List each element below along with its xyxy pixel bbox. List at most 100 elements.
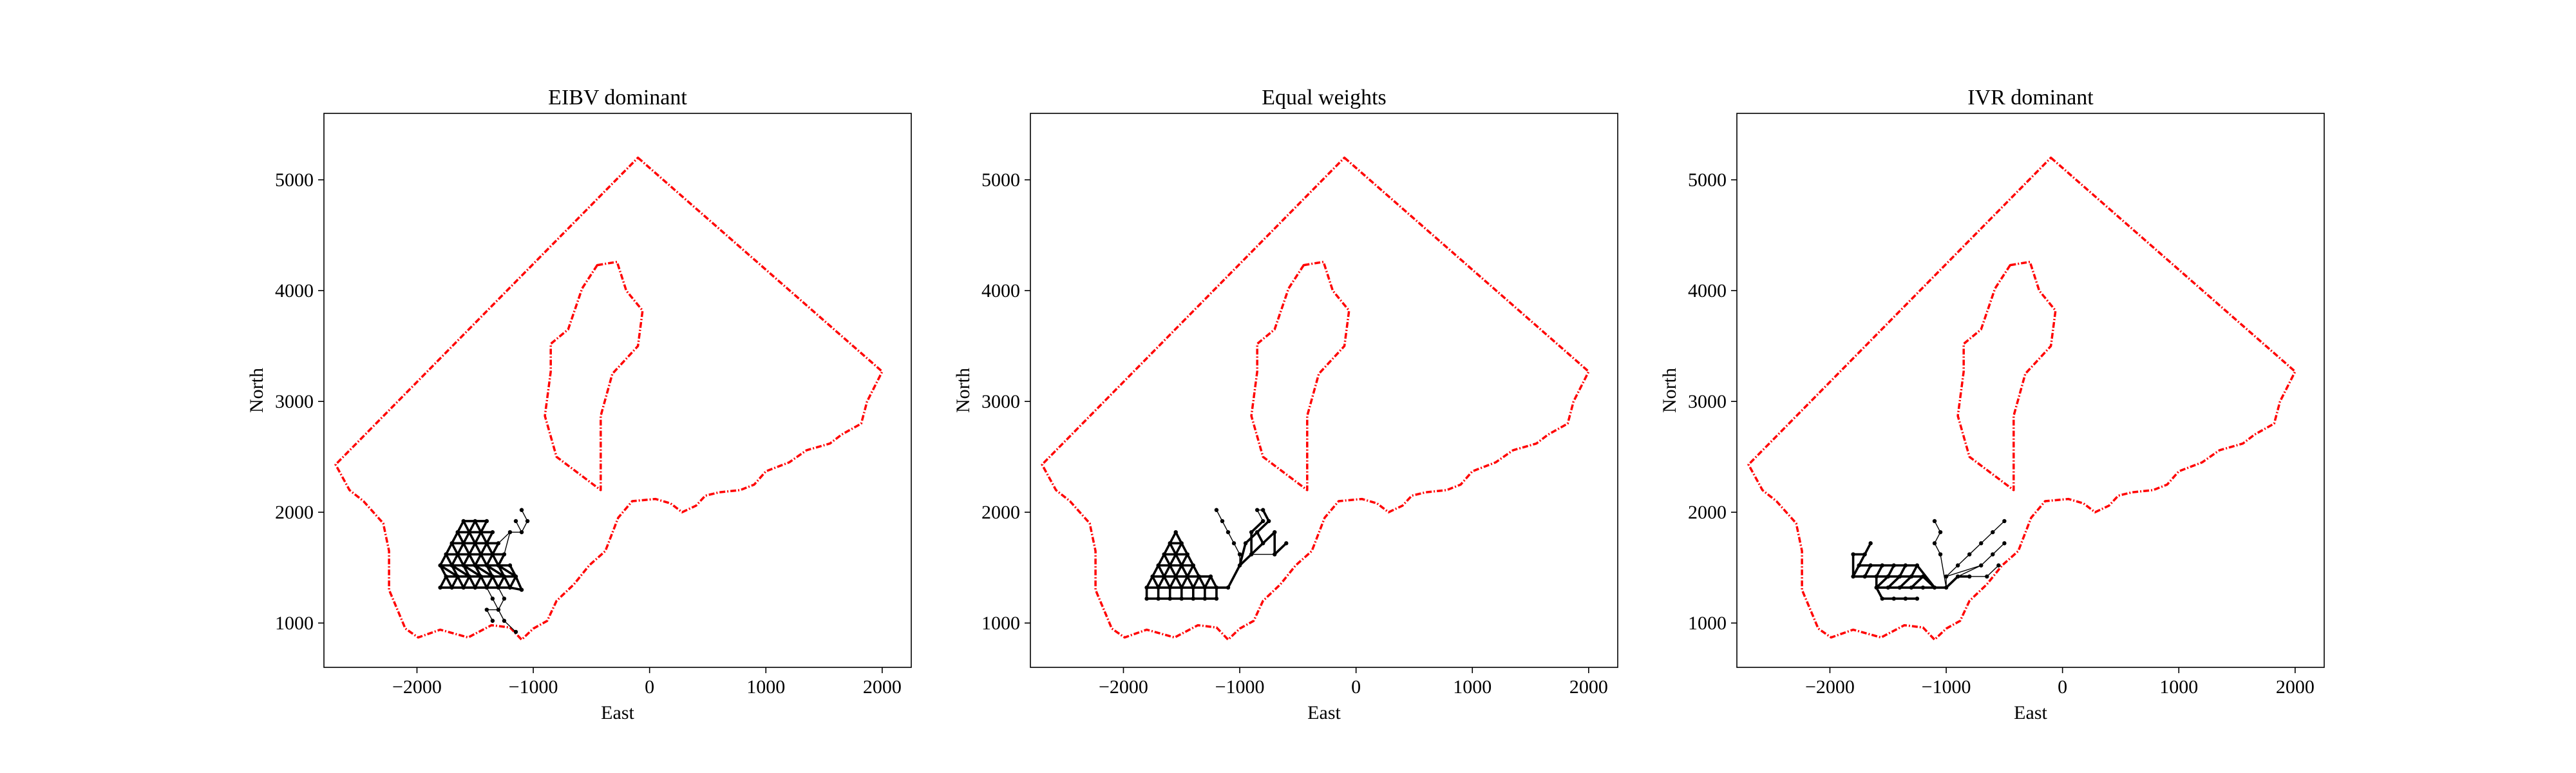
path-edge [1864,564,1872,577]
path-edge [474,564,493,578]
path-node [1260,541,1265,546]
path-edge [468,542,477,555]
path-edge-light [1222,520,1229,533]
path-node [478,574,484,579]
path-node [1915,596,1920,601]
path-edge [1175,553,1183,566]
path-edge-light [521,510,528,522]
path-node [1897,574,1902,579]
path-node [1202,585,1208,590]
path-edge [468,576,477,588]
path-node [1880,563,1884,568]
path-node [438,585,442,590]
path-node [1179,563,1184,568]
path-node [502,574,507,579]
path-edge [497,553,506,566]
path-node [1985,574,1989,579]
path-edge [474,542,482,555]
path-node [473,585,477,590]
path-node [1202,596,1208,601]
x-tick-label: 0 [1351,676,1361,698]
path-edge-light [1957,565,1982,577]
path-node [1220,519,1225,524]
path-node [1862,574,1867,579]
path-node [490,596,495,601]
path-node [473,563,477,568]
path-node [1208,574,1213,579]
y-tick-label: 3000 [275,391,314,412]
path-node [461,541,466,546]
path-edge [480,542,488,555]
outer-boundary-line [1747,157,2297,641]
chart-title: IVR dominant [1967,86,2094,110]
path-node [1979,541,1984,546]
path-edge [1250,520,1264,533]
path-edge [1151,564,1160,577]
path-node [1996,563,2001,568]
path-edge [1238,553,1253,567]
path-node [467,574,471,579]
path-node [467,530,471,535]
path-node [1150,574,1155,579]
path-edge [1186,576,1195,588]
path-edge [451,564,470,578]
x-tick-label: −1000 [1215,676,1265,698]
path-node [438,563,442,568]
path-node [502,596,507,601]
path-edge [486,542,494,555]
path-node [507,530,513,535]
y-axis-label: North [1659,368,1680,413]
path-node [1932,519,1937,524]
path-node [1932,585,1937,590]
path-edge [503,576,511,588]
path-edge-light [515,520,522,533]
path-node [490,618,495,623]
x-tick-label: −2000 [1099,676,1148,698]
path-node [1179,541,1184,546]
path-edge [457,542,465,555]
path-node [1197,574,1202,579]
path-edge-light [1256,510,1264,522]
y-tick-label: 2000 [981,502,1020,523]
x-tick-label: 1000 [2159,676,2198,698]
path-node [490,552,495,557]
path-edge [1262,509,1270,522]
path-edge [451,531,459,544]
path-node [1273,530,1277,535]
path-edge [451,542,459,555]
path-edge [480,531,488,544]
path-node [1857,563,1861,568]
path-node [1249,530,1254,535]
path-node [1144,585,1149,590]
path-node [1185,552,1190,557]
path-edge-light [1216,510,1223,522]
path-node [519,508,524,512]
path-edge [1180,542,1189,555]
path-node [1173,574,1178,579]
path-node [1255,530,1260,535]
path-edge-light [1233,543,1240,555]
path-edge [1169,531,1177,544]
path-edge [1180,576,1189,588]
path-edge [1256,531,1264,544]
path-node [1214,508,1219,512]
path-edge [1875,587,1884,600]
path-edge [439,553,448,566]
path-node [473,519,477,524]
path-edge [1262,531,1276,544]
path-node [513,519,518,524]
path-edge [1864,542,1872,555]
x-axis-label: East [1307,702,1341,723]
path-node [1868,563,1873,568]
path-node [1944,574,1949,579]
path-edge [457,576,465,588]
path-edge [515,576,523,591]
y-tick-label: 5000 [275,169,314,191]
x-tick-label: 0 [2058,676,2067,698]
path-node [1891,596,1897,601]
path-edge-light [486,609,493,622]
x-tick-label: 2000 [1569,676,1608,698]
path-node [1880,596,1884,601]
path-node [450,541,454,546]
path-node [2002,541,2007,546]
